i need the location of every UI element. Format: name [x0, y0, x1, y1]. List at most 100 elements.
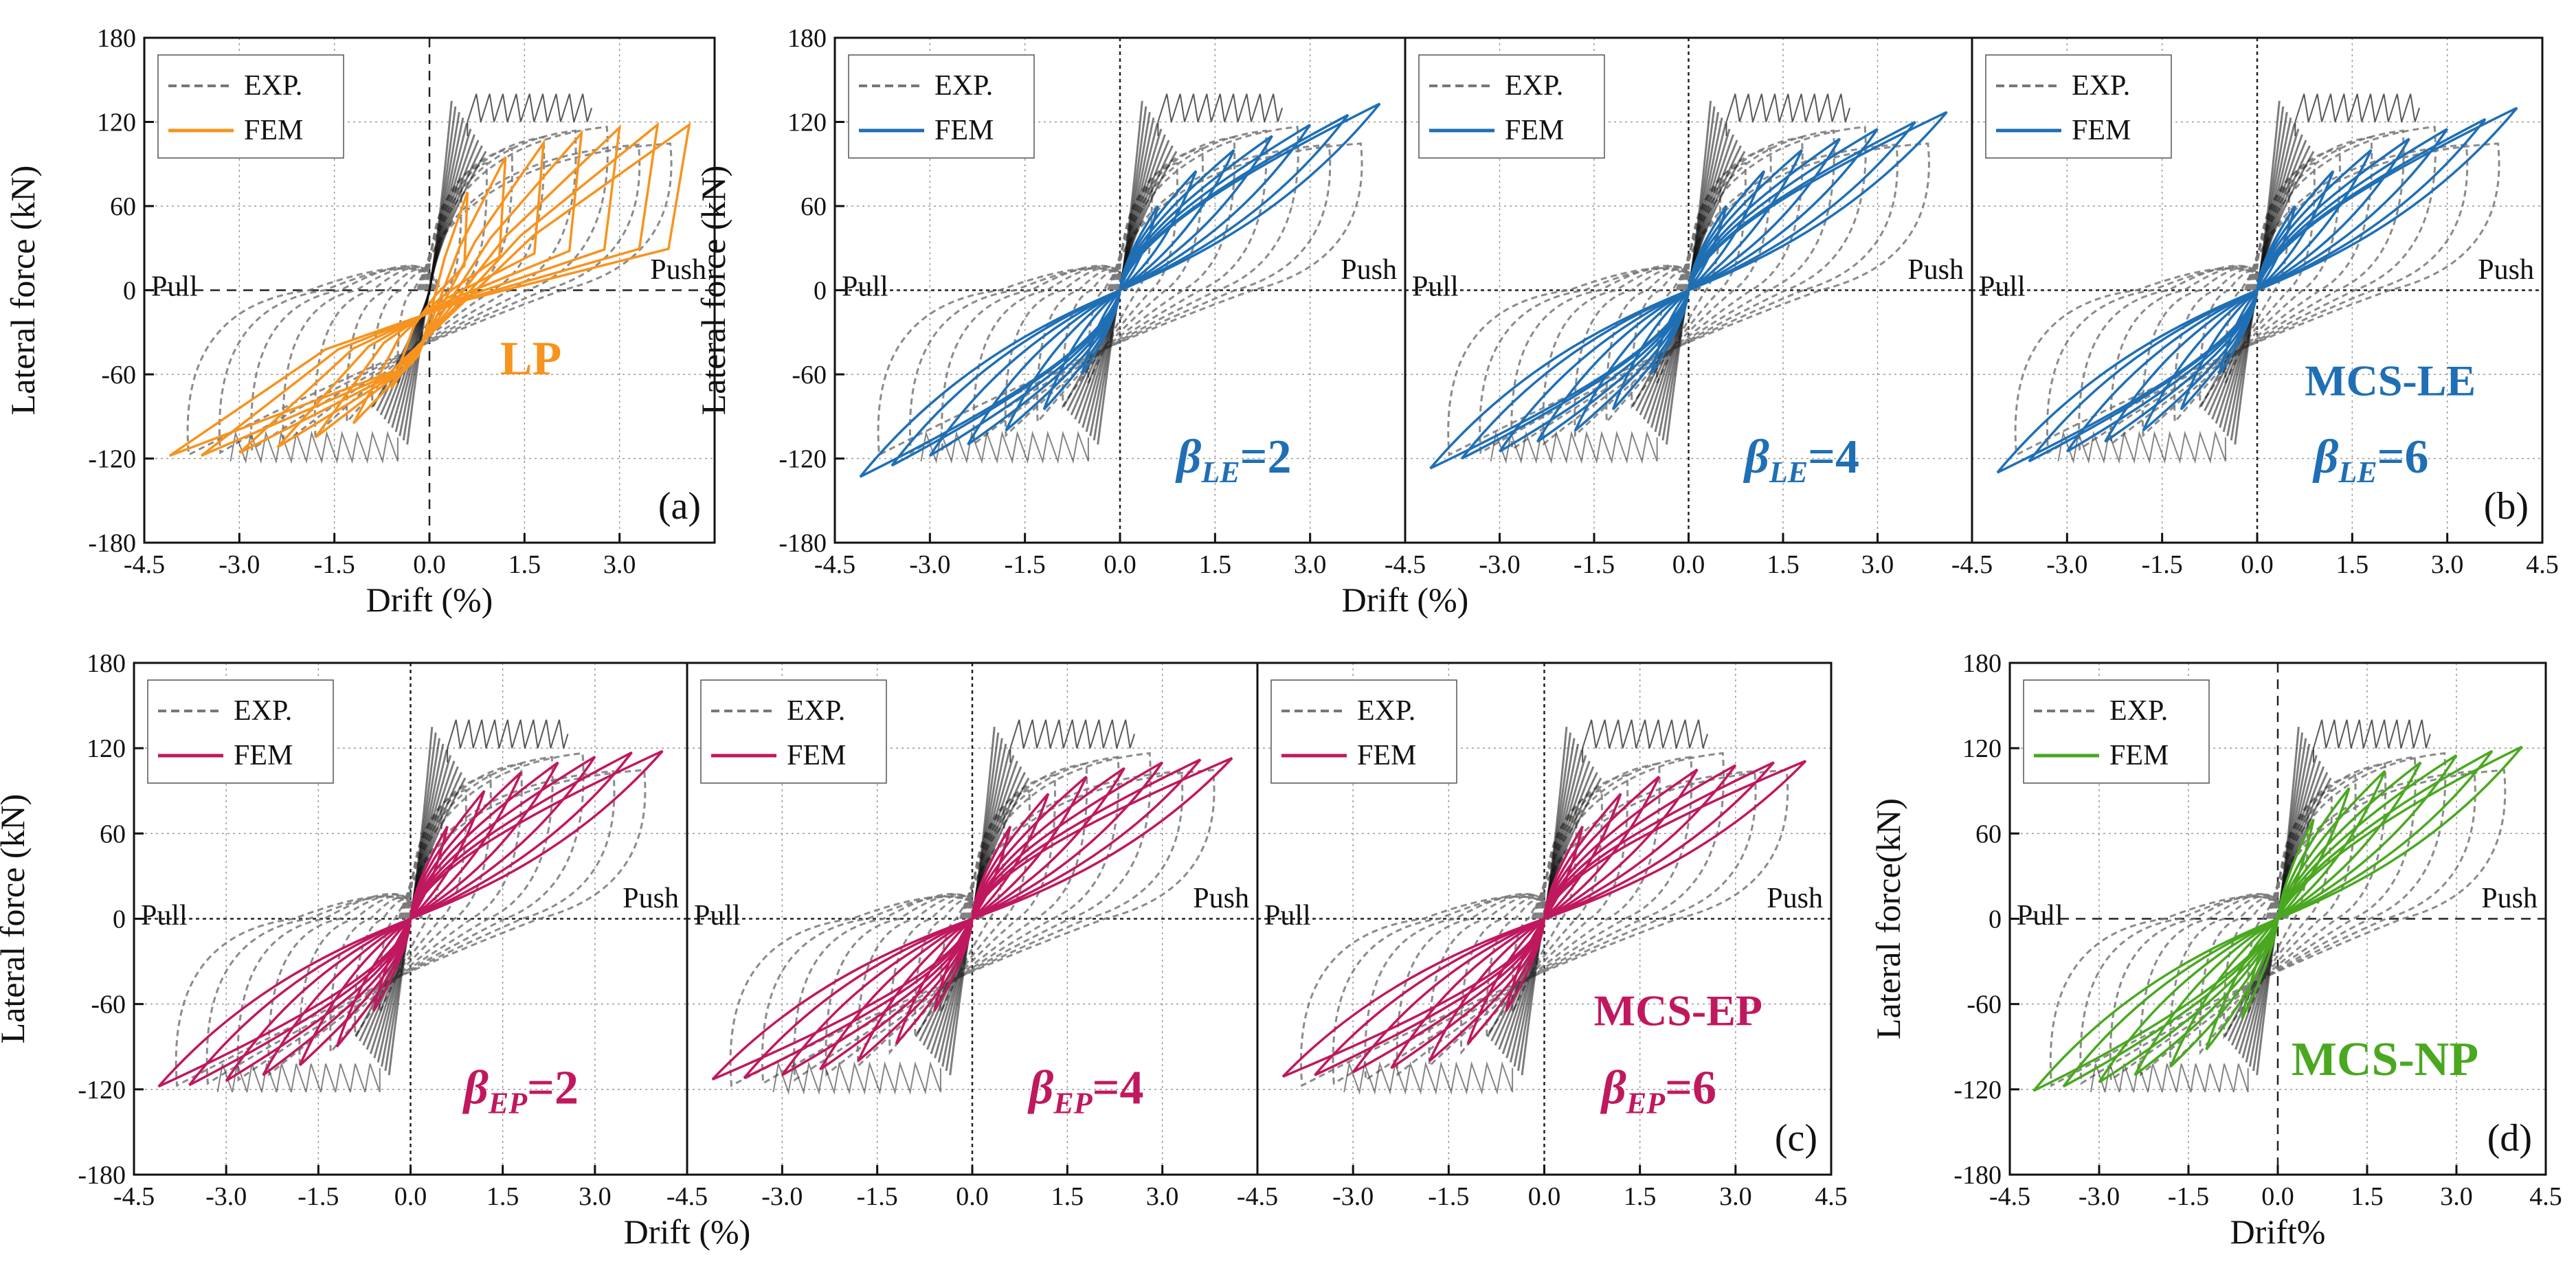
exp-loop	[298, 762, 523, 1069]
fem-loop	[2142, 149, 2373, 431]
pull-label: Pull	[1412, 271, 1459, 303]
exp-loop	[379, 811, 443, 1013]
exp-loop	[908, 143, 1332, 455]
x-tick-label: 1.5	[1051, 1182, 1084, 1211]
y-axis-label: Lateral force (kN)	[694, 166, 732, 416]
legend-box	[1270, 679, 1457, 784]
exp-loop	[2246, 811, 2309, 1013]
x-tick-label: 0.0	[394, 1182, 427, 1211]
exp-loop	[2139, 756, 2417, 1077]
y-tick-label: 0	[814, 277, 827, 306]
y-tick-label: -120	[88, 445, 136, 474]
exp-loop	[2199, 773, 2357, 1056]
x-axis-label: Drift (%)	[624, 1212, 751, 1251]
exp-peaks-push	[1157, 93, 1284, 136]
y-tick-label: 0	[1989, 905, 2002, 934]
x-tick-label: 1.5	[508, 550, 541, 579]
exp-loop	[236, 751, 585, 1082]
exp-loop	[856, 762, 1088, 1068]
exp-loop	[2109, 751, 2447, 1082]
panel-label: (d)	[2487, 1117, 2532, 1160]
fem-loop	[2098, 754, 2458, 1083]
exp-loop	[2173, 147, 2341, 425]
legend-fem-label: FEM	[1357, 740, 1416, 771]
x-tick-label: -1.5	[857, 1182, 898, 1211]
y-tick-label: 120	[1962, 734, 2002, 763]
exp-loop	[1004, 135, 1236, 438]
fem-loop	[1573, 149, 1804, 431]
legend-fem-label: FEM	[244, 115, 303, 146]
legend-exp-label: EXP.	[244, 70, 302, 102]
x-tick-label: -4.5	[124, 550, 165, 579]
y-tick-label: -120	[78, 1076, 126, 1105]
y-tick-label: 180	[87, 649, 126, 678]
y-tick-label: 60	[800, 192, 827, 221]
exp-loop	[313, 135, 546, 438]
series-annotation: LP	[500, 332, 561, 385]
y-tick-label: -60	[792, 361, 827, 389]
exp-peaks-push	[2313, 719, 2431, 762]
chart-panel-b2: -4.5 -3.0 -1.5 0.0 1.5 3.0 Drift (%) Pull Push EX…	[1342, 36, 1973, 619]
exp-peaks-push	[2294, 93, 2421, 136]
x-tick-label: 1.5	[1624, 1182, 1657, 1211]
legend-exp-label: EXP.	[2109, 695, 2168, 727]
beta-annotation: βEP=6	[1600, 1062, 1716, 1120]
fem-loop	[1005, 149, 1235, 431]
x-tick-label: 3.0	[1719, 1182, 1752, 1211]
x-tick-label: -3.0	[1479, 550, 1520, 579]
fem-loop	[1314, 761, 1775, 1076]
y-tick-label: 60	[100, 820, 126, 848]
x-tick-label: -4.5	[1237, 1182, 1278, 1211]
x-tick-label: 1.5	[2351, 1182, 2384, 1211]
fem-curves	[1996, 106, 2518, 474]
exp-loop	[1459, 773, 1629, 1055]
fem-curves	[859, 102, 1381, 478]
push-label: Push	[650, 254, 706, 286]
fem-loop	[2133, 761, 2422, 1076]
chart-panel-c2: -4.5 -3.0 -1.5 0.0 1.5 3.0 Drift (%) Pull Push EX…	[624, 662, 1259, 1251]
x-tick-label: 1.5	[1199, 550, 1232, 579]
x-tick-label: 0.0	[1528, 1182, 1561, 1211]
legend-fem-label: FEM	[234, 740, 293, 771]
y-tick-label: -60	[91, 991, 126, 1019]
legend-box	[700, 679, 887, 784]
exp-peaks-pull	[216, 1063, 381, 1093]
fem-loop	[157, 749, 664, 1088]
x-tick-label: 4.5	[2526, 550, 2559, 579]
x-tick-label: -3.0	[219, 550, 260, 579]
pull-label: Pull	[694, 900, 741, 931]
exp-loop	[888, 773, 1056, 1055]
x-tick-label: 3.0	[579, 1182, 612, 1211]
fem-loop	[859, 102, 1381, 478]
x-tick-label: 4.5	[1815, 1182, 1848, 1211]
exp-loop	[793, 751, 1152, 1082]
x-tick-label: 1.5	[1767, 550, 1800, 579]
panel-label: (a)	[658, 485, 701, 528]
y-tick-label: 120	[97, 109, 136, 137]
exp-loop	[250, 126, 609, 451]
y-tick-label: -120	[1953, 1076, 2002, 1105]
pull-label: Pull	[1264, 900, 1311, 931]
beta-annotation: βLE=4	[1743, 431, 1859, 489]
fem-loop	[335, 790, 486, 1048]
exp-loop	[2049, 769, 2507, 1087]
exp-peaks-pull	[2057, 430, 2226, 464]
exp-peaks-pull	[229, 430, 399, 464]
exp-loop	[2046, 143, 2469, 455]
y-tick-label: -180	[1953, 1161, 2002, 1190]
exp-loop	[396, 185, 462, 383]
y-axis-label: Lateral force (kN)	[0, 794, 32, 1044]
y-tick-label: 120	[787, 109, 827, 137]
legend-fem-label: FEM	[2072, 115, 2131, 146]
exp-loop	[1542, 129, 1835, 447]
x-tick-label: -3.0	[2079, 1182, 2120, 1211]
exp-peaks-push	[467, 93, 593, 136]
fem-curves	[711, 757, 1233, 1081]
y-tick-label: 120	[87, 734, 126, 763]
fem-loop	[711, 757, 1233, 1081]
x-tick-label: -1.5	[298, 1182, 339, 1211]
legend-box	[147, 679, 334, 784]
fem-curves	[168, 122, 691, 457]
fem-loop	[819, 767, 1125, 1071]
exp-peaks-push	[1725, 93, 1851, 136]
